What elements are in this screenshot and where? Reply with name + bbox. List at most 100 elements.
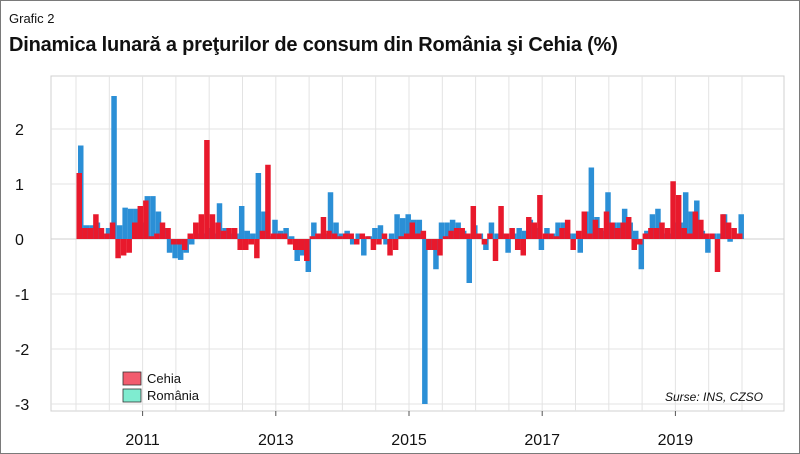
bar-cehia [537,195,543,239]
bar-cehia [365,236,371,239]
bar-cehia [465,233,471,239]
x-axis-ticks: 2011 2013 2015 2017 2019 [125,411,693,449]
bar-romania [422,239,428,404]
bar-cehia [642,233,649,239]
bar-cehia [359,233,366,239]
bar-cehia [687,233,693,239]
bar-cehia [675,195,682,239]
bar-romania [349,239,356,245]
bar-cehia [542,233,549,239]
bar-romania [111,96,117,239]
bar-romania [588,167,595,239]
bar-cehia [292,239,299,250]
bar-cehia [331,233,338,239]
bar-romania [166,239,173,253]
bar-romania [383,239,389,245]
bar-cehia [120,239,127,256]
bar-cehia [376,239,382,245]
bar-romania [261,211,267,239]
bar-cehia [176,239,182,245]
source-note: Surse: INS, CZSO [665,390,763,404]
bar-cehia [270,233,277,239]
legend-swatch-cehia [122,371,142,386]
bar-romania [189,239,195,245]
bar-romania [355,233,361,239]
bar-cehia [492,239,499,261]
bar-cehia [470,206,477,239]
bar-romania [444,222,450,239]
bar-cehia [509,228,515,239]
bar-romania [127,208,134,239]
bar-cehia [148,236,155,239]
bar-cehia [514,239,521,250]
bar-cehia [559,228,565,239]
bar-romania [716,233,722,239]
bar-cehia [209,214,216,239]
bar-romania [177,239,184,260]
bar-romania [633,230,639,239]
bar-cehia [548,233,554,239]
bar-romania [438,222,445,239]
bar-cehia [476,233,482,239]
bar-cehia [481,239,488,245]
bar-cehia [298,239,304,250]
bar-cehia [309,236,316,239]
bar-romania [416,219,423,239]
bar-cehia [304,239,310,261]
bar-romania [361,239,367,256]
bar-romania [577,239,583,253]
bar-romania [522,230,528,239]
bar-romania [288,236,295,239]
bar-romania [244,230,250,239]
chart-title: Dinamica lunară a preţurilor de consum d… [9,34,618,56]
bar-cehia [315,233,321,239]
y-axis-ticks: 2 1 0 -1 -2 -3 [15,122,29,414]
bar-cehia [259,230,266,239]
bar-cehia [143,200,149,239]
y-tick-label: -1 [15,287,29,304]
bar-cehia [653,228,660,239]
bar-cehia [215,222,221,239]
series-cehia-bars [76,140,743,272]
y-tick-label: 0 [15,232,24,249]
bar-cehia [348,233,354,239]
bar-romania [216,203,223,239]
bar-cehia [703,233,710,239]
bar-cehia [126,239,132,253]
bar-romania [466,239,472,283]
y-tick-label: -2 [15,342,29,359]
bar-cehia [603,211,610,239]
bar-cehia [592,219,599,239]
legend-label-romania: România [147,388,200,403]
bar-cehia [681,228,687,239]
bar-cehia [82,228,88,239]
bar-romania [250,233,256,239]
bar-cehia [254,239,260,259]
x-tick-label: 2013 [258,432,294,449]
bar-romania [516,228,522,239]
bar-cehia [598,228,604,239]
bar-romania [311,222,317,239]
bar-cehia [76,173,82,239]
bar-cehia [115,239,121,259]
bar-romania [399,218,406,239]
bar-romania [150,196,156,239]
bar-cehia [159,222,166,239]
bar-cehia [187,233,193,239]
bar-cehia [648,228,654,239]
bar-romania [372,228,378,239]
bar-romania [655,208,661,239]
bar-romania [555,222,561,239]
bar-cehia [553,236,560,239]
bar-cehia [731,228,737,239]
bar-cehia [570,239,576,250]
bar-cehia [398,236,404,239]
bar-cehia [337,236,343,239]
bar-cehia [659,222,665,239]
bar-romania [388,233,395,239]
bar-romania [333,222,339,239]
bar-romania [682,192,689,239]
bar-cehia [281,233,288,239]
bar-cehia [459,228,465,239]
